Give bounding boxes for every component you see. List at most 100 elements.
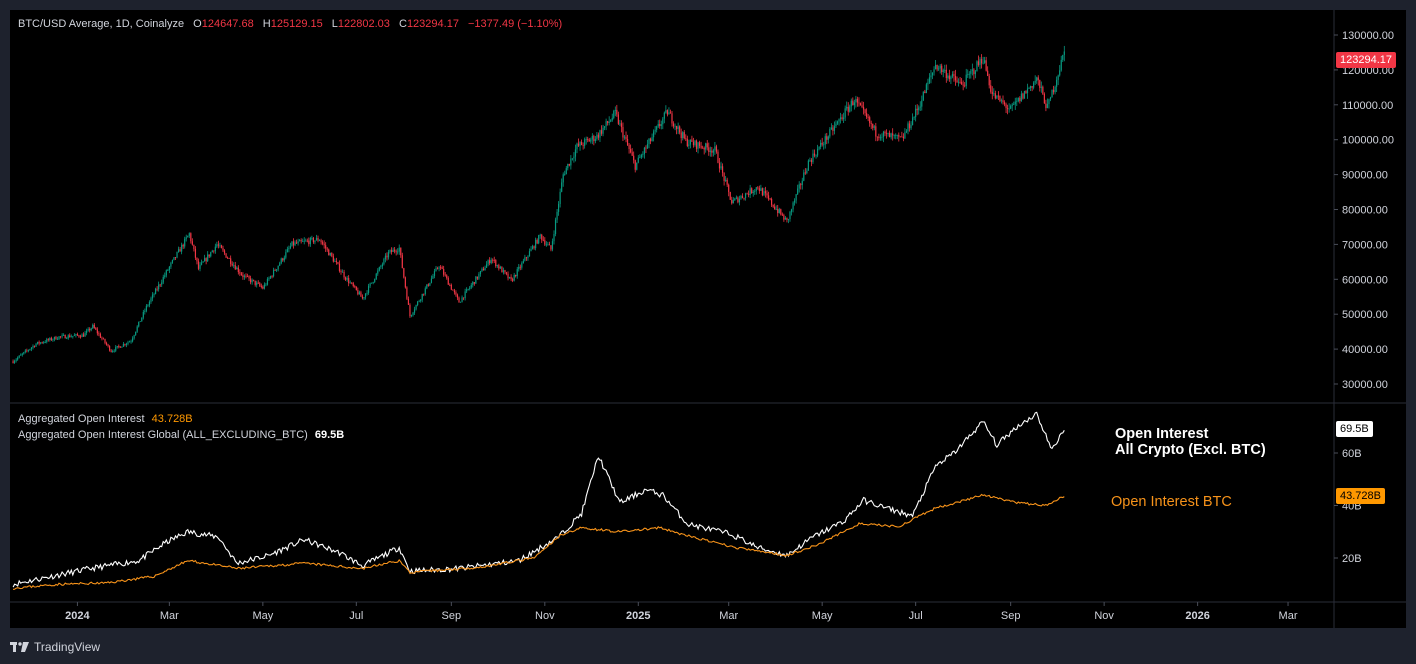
candle	[843, 112, 845, 124]
candle-body	[453, 290, 455, 293]
candle-body	[959, 81, 961, 83]
candle-body	[484, 267, 486, 271]
candle	[360, 290, 362, 297]
candle	[449, 283, 451, 287]
candle-body	[125, 343, 128, 345]
candle-body	[685, 138, 687, 140]
candle	[325, 242, 327, 252]
candle-body	[121, 346, 123, 348]
candle-body	[843, 117, 845, 120]
candle-body	[81, 334, 83, 338]
candle	[570, 155, 572, 170]
candle-body	[579, 142, 581, 146]
candle	[455, 290, 457, 297]
candle	[251, 278, 253, 285]
candle	[810, 158, 813, 167]
candle-body	[107, 344, 109, 346]
candle-body	[113, 350, 115, 352]
candle	[826, 132, 828, 145]
candle	[320, 238, 322, 245]
candle	[993, 88, 995, 97]
candle-body	[674, 125, 676, 127]
candle-body	[564, 174, 566, 176]
candle-body	[87, 328, 89, 331]
candle-body	[908, 123, 911, 129]
candle	[718, 158, 721, 173]
candle	[725, 176, 727, 182]
candle	[424, 286, 426, 296]
candle-body	[481, 268, 483, 272]
candle-body	[599, 130, 601, 138]
candle	[1049, 96, 1052, 102]
candle-body	[691, 139, 693, 142]
candle	[1008, 103, 1010, 113]
candle	[357, 287, 359, 296]
candle-body	[432, 275, 434, 279]
candle	[303, 237, 305, 245]
candle	[33, 345, 36, 348]
candle-body	[240, 273, 242, 275]
candle	[52, 338, 54, 342]
chart-canvas[interactable]: 30000.00 40000.00 50000.00 60000.00 70000.00…	[10, 10, 1406, 628]
candle-body	[61, 335, 63, 337]
candle-body	[332, 256, 334, 262]
candle	[728, 183, 730, 197]
candle-body	[276, 269, 278, 271]
candle-body	[118, 346, 120, 347]
candle	[1062, 54, 1064, 62]
candle-body	[98, 333, 100, 335]
candle-body	[700, 145, 702, 148]
price-tick-label: 40000.00	[1342, 344, 1388, 356]
candle-body	[271, 276, 273, 277]
candle-body	[348, 278, 350, 284]
candle	[199, 262, 201, 272]
candle	[1063, 45, 1065, 62]
candle-body	[576, 143, 578, 150]
candle-body	[236, 267, 238, 270]
price-tick-label: 30000.00	[1342, 379, 1388, 391]
chart-frame[interactable]: 30000.00 40000.00 50000.00 60000.00 70000.00…	[10, 10, 1406, 628]
candle	[462, 297, 465, 301]
candle-body	[496, 265, 498, 267]
candle	[211, 249, 213, 253]
candle	[703, 146, 705, 155]
candle	[835, 120, 837, 129]
candle	[795, 193, 797, 204]
candle-body	[985, 60, 987, 71]
candle	[181, 242, 183, 255]
candle-body	[964, 85, 966, 87]
candle-body	[616, 109, 618, 115]
candle	[292, 238, 295, 249]
candle	[326, 246, 328, 252]
candle	[654, 126, 656, 135]
candle	[766, 190, 768, 199]
candle	[485, 261, 488, 268]
candle-body	[763, 191, 765, 196]
candle	[574, 144, 577, 162]
oi-tick-label: 20B	[1342, 553, 1362, 565]
candle-body	[662, 118, 664, 125]
time-tick-label: 2024	[65, 610, 90, 622]
candle	[838, 118, 840, 126]
candle	[135, 331, 137, 336]
candle-body	[343, 271, 345, 278]
candle-body	[501, 266, 503, 273]
candle-body	[720, 166, 722, 169]
annotation-all-crypto-line1: Open Interest	[1115, 426, 1209, 442]
candle-body	[626, 139, 629, 145]
candle-body	[905, 131, 908, 133]
candle	[61, 333, 63, 339]
candle	[640, 153, 642, 159]
candle-body	[502, 270, 505, 273]
candle	[478, 272, 480, 280]
candle-body	[531, 246, 534, 249]
candle-body	[297, 241, 299, 244]
candle-body	[1017, 97, 1019, 102]
candle	[866, 108, 868, 119]
candle-body	[930, 75, 932, 78]
candle-body	[375, 273, 377, 280]
time-tick-label: Sep	[442, 610, 462, 622]
candle	[521, 261, 523, 270]
candle	[971, 63, 973, 76]
tradingview-footer[interactable]: TradingView	[10, 637, 100, 657]
